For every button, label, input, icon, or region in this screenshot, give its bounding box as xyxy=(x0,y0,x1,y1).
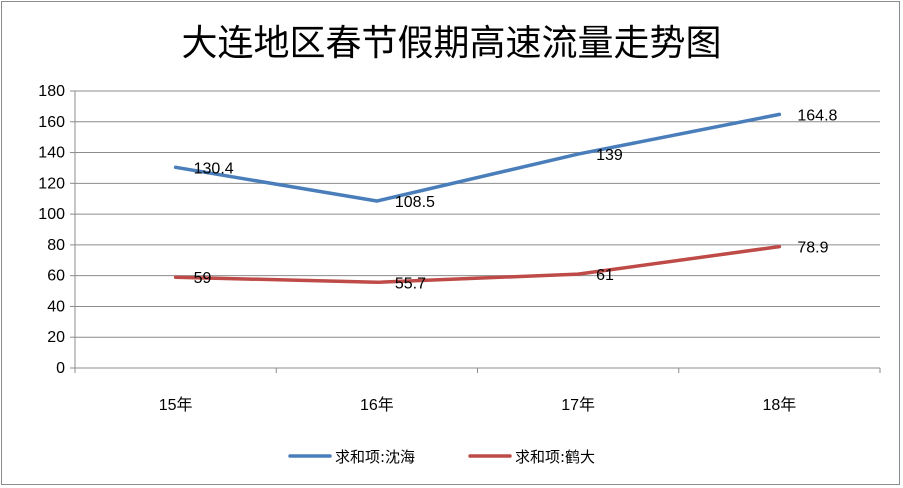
x-tick-label: 16年 xyxy=(360,396,394,414)
x-tick-label: 17年 xyxy=(561,396,595,414)
data-labels: 130.4 108.5 139 164.8 59 55.7 61 78.9 xyxy=(194,107,838,292)
data-label: 139 xyxy=(596,147,623,164)
y-tick-label: 80 xyxy=(47,237,65,254)
chart-title: 大连地区春节假期高速流量走势图 xyxy=(181,23,722,64)
y-tick-label: 0 xyxy=(56,360,65,377)
legend-label: 求和项:沈海 xyxy=(335,448,415,466)
axes: 0 20 40 60 80 100 120 140 160 180 15年 16年 17年 18年 xyxy=(38,83,881,414)
y-tick-label: 60 xyxy=(47,268,65,285)
x-tick-label: 18年 xyxy=(762,396,796,414)
y-tick-label: 180 xyxy=(38,83,65,100)
data-label: 61 xyxy=(596,267,614,284)
y-tick-label: 160 xyxy=(38,114,65,131)
legend: 求和项:沈海 求和项:鹤大 xyxy=(288,448,595,466)
y-tick-label: 100 xyxy=(38,206,65,223)
series-lines xyxy=(173,112,782,285)
data-label: 78.9 xyxy=(797,240,828,257)
y-tick-label: 140 xyxy=(38,145,65,162)
y-tick-label: 20 xyxy=(47,329,65,346)
data-label: 55.7 xyxy=(395,275,426,292)
data-label: 108.5 xyxy=(395,194,435,211)
x-tick-label: 15年 xyxy=(159,396,193,414)
data-label: 130.4 xyxy=(194,160,234,177)
gridlines xyxy=(75,90,880,338)
legend-label: 求和项:鹤大 xyxy=(515,448,595,466)
y-tick-label: 40 xyxy=(47,298,65,315)
data-label: 59 xyxy=(194,270,212,287)
series-line xyxy=(173,244,782,285)
data-label: 164.8 xyxy=(797,107,837,124)
y-tick-label: 120 xyxy=(38,175,65,192)
series-line xyxy=(173,112,782,203)
